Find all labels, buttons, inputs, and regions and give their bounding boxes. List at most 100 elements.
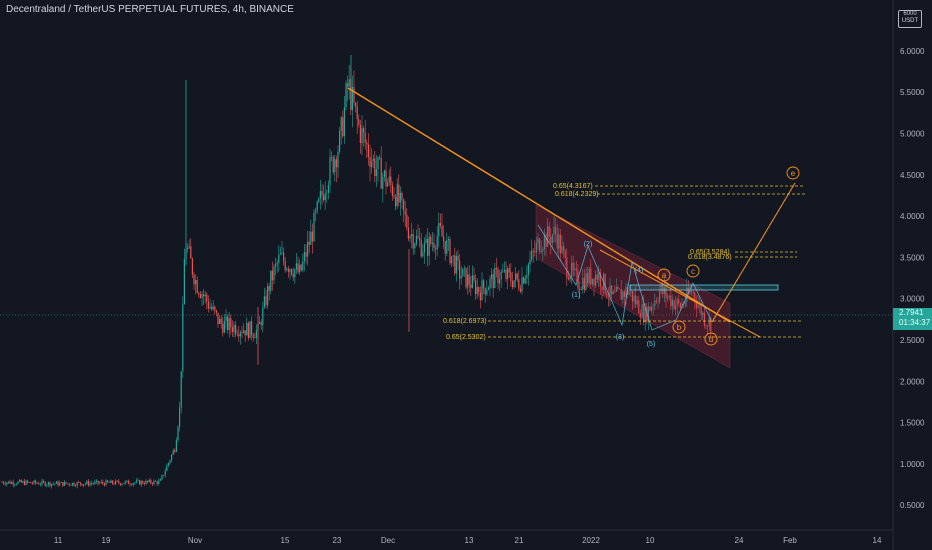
candle-body bbox=[588, 268, 590, 284]
candle-body bbox=[638, 300, 640, 314]
drawings-layer: 0.65(4.3167)0.618(4.2329)0.65(3.5284)0.6… bbox=[347, 87, 805, 369]
candle-body bbox=[227, 316, 229, 330]
candle-body bbox=[67, 483, 69, 485]
candle-body bbox=[407, 227, 409, 239]
candle-body bbox=[131, 484, 133, 486]
symbol-header[interactable]: Decentraland / TetherUS PERPETUAL FUTURE… bbox=[6, 4, 294, 15]
candle-body bbox=[6, 482, 8, 485]
candle-body bbox=[630, 291, 632, 293]
candle-body bbox=[487, 287, 489, 291]
candle-body bbox=[254, 337, 256, 339]
candle-body bbox=[36, 483, 38, 484]
y-tick-label-9: 5.0000 bbox=[900, 130, 925, 139]
candle-body bbox=[220, 318, 222, 324]
candle-body bbox=[201, 294, 203, 298]
candle-body bbox=[324, 193, 326, 201]
abc-label: a bbox=[662, 271, 667, 280]
candle-body bbox=[590, 268, 592, 285]
descending-channel bbox=[535, 204, 731, 369]
candle-body bbox=[561, 245, 563, 254]
candle-body bbox=[238, 334, 240, 337]
current-price: 2.7941 bbox=[899, 308, 924, 317]
candle-body bbox=[348, 79, 350, 87]
candle-body bbox=[286, 268, 288, 270]
candle-body bbox=[263, 296, 265, 308]
candle-body bbox=[51, 483, 53, 486]
wave-path bbox=[537, 224, 713, 331]
candle-body bbox=[455, 255, 457, 274]
candle-body bbox=[569, 277, 571, 280]
candle-body bbox=[401, 192, 403, 200]
wave-circle bbox=[686, 264, 700, 278]
candle-body bbox=[47, 482, 49, 485]
candle-body bbox=[471, 275, 473, 288]
candle-body bbox=[657, 301, 659, 303]
candle-body bbox=[700, 303, 702, 316]
candle-body bbox=[121, 483, 123, 485]
candle-body bbox=[203, 294, 205, 297]
fib-level-label: 0.618(2.6973) bbox=[443, 318, 487, 325]
candle-body bbox=[87, 481, 89, 486]
wave-label: (4) bbox=[635, 267, 644, 274]
candle-body bbox=[537, 238, 539, 244]
candle-body bbox=[156, 481, 158, 484]
candle-body bbox=[705, 325, 707, 327]
candle-body bbox=[526, 275, 528, 279]
abc-label: c bbox=[691, 267, 695, 276]
candle-body bbox=[332, 156, 334, 173]
candle-body bbox=[4, 483, 6, 485]
candle-body bbox=[497, 269, 499, 284]
candle-body bbox=[441, 225, 443, 237]
candle-body bbox=[209, 307, 211, 309]
candle-body bbox=[692, 292, 694, 293]
y-tick-label-8: 4.5000 bbox=[900, 171, 925, 180]
candle-body bbox=[356, 106, 358, 120]
candle-body bbox=[118, 481, 120, 484]
candle-body bbox=[601, 286, 603, 290]
candle-body bbox=[351, 86, 353, 111]
candle-body bbox=[268, 286, 270, 291]
candle-body bbox=[684, 301, 686, 305]
candle-body bbox=[115, 480, 117, 485]
candle-body bbox=[447, 238, 449, 241]
currency-selector[interactable]: 6000 USDT bbox=[898, 10, 922, 28]
candle-body bbox=[423, 242, 425, 253]
candle-body bbox=[147, 480, 149, 482]
candle-body bbox=[631, 291, 633, 302]
candle-body bbox=[539, 238, 541, 253]
candle-body bbox=[596, 274, 598, 280]
candle-body bbox=[435, 248, 437, 250]
channel-lower-line bbox=[599, 249, 761, 338]
candle-body bbox=[422, 252, 424, 257]
candle-body bbox=[342, 117, 344, 137]
candle-body bbox=[110, 480, 112, 483]
candle-body bbox=[433, 242, 435, 249]
candle-body bbox=[198, 292, 200, 295]
candle-body bbox=[244, 330, 246, 336]
candle-body bbox=[38, 483, 40, 485]
candle-body bbox=[463, 268, 465, 269]
candle-body bbox=[20, 480, 22, 483]
candle-body bbox=[625, 287, 627, 298]
candle-body bbox=[54, 483, 56, 485]
candle-body bbox=[283, 252, 285, 262]
candle-body bbox=[46, 484, 48, 486]
wave-circle bbox=[657, 268, 671, 282]
candle-body bbox=[635, 295, 637, 305]
candle-body bbox=[427, 239, 429, 256]
candle-body bbox=[252, 335, 254, 338]
candle-body bbox=[595, 274, 597, 286]
candle-body bbox=[457, 255, 459, 261]
candle-body bbox=[519, 288, 521, 292]
candle-body bbox=[655, 300, 657, 302]
candle-body bbox=[443, 236, 445, 242]
candle-body bbox=[375, 169, 377, 177]
candle-body bbox=[278, 254, 280, 263]
candle-body bbox=[52, 483, 54, 485]
candle-body bbox=[255, 330, 257, 339]
candle-body bbox=[518, 279, 520, 289]
candle-body bbox=[559, 234, 561, 254]
candle-body bbox=[438, 223, 440, 237]
candle-body bbox=[444, 241, 446, 254]
